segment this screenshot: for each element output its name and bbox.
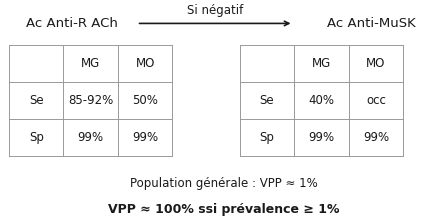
Text: MG: MG: [81, 57, 100, 70]
Text: 85-92%: 85-92%: [68, 94, 113, 107]
Text: MO: MO: [136, 57, 155, 70]
Text: MG: MG: [312, 57, 331, 70]
Text: 99%: 99%: [132, 131, 158, 144]
Text: Sp: Sp: [259, 131, 274, 144]
Text: 99%: 99%: [308, 131, 335, 144]
Text: 50%: 50%: [132, 94, 158, 107]
Text: Population générale : VPP ≈ 1%: Population générale : VPP ≈ 1%: [130, 178, 318, 190]
Text: Ac Anti-R ACh: Ac Anti-R ACh: [26, 17, 118, 30]
Text: Sp: Sp: [29, 131, 43, 144]
Text: 99%: 99%: [78, 131, 104, 144]
Text: VPP ≈ 100% ssi prévalence ≥ 1%: VPP ≈ 100% ssi prévalence ≥ 1%: [108, 203, 340, 216]
Text: Se: Se: [260, 94, 274, 107]
Text: Se: Se: [29, 94, 43, 107]
Text: Si négatif: Si négatif: [187, 4, 243, 17]
Text: Ac Anti-MuSK: Ac Anti-MuSK: [327, 17, 416, 30]
Text: MO: MO: [366, 57, 386, 70]
Text: 99%: 99%: [363, 131, 389, 144]
Text: 40%: 40%: [308, 94, 335, 107]
Text: occ: occ: [366, 94, 386, 107]
